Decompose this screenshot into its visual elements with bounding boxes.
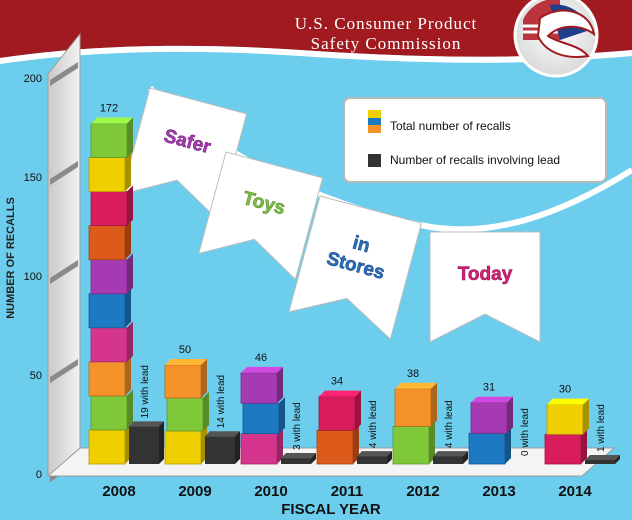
total-label-2008: 172 (100, 102, 118, 114)
flag-word: Toys (240, 188, 287, 219)
lead-label-2009: 14 with lead (216, 375, 227, 428)
cpsc-seal-logo (513, 0, 599, 78)
header-band (0, 0, 632, 58)
org-title-line2: Safety Commission (311, 34, 462, 53)
total-label-2014: 30 (559, 384, 571, 396)
bar-total-2010 (240, 366, 285, 465)
x-tick-label-2008: 2008 (102, 483, 135, 500)
flag-4: Today (429, 231, 541, 343)
y-tick-label: 50 (30, 370, 42, 382)
x-axis-title: FISCAL YEAR (281, 501, 381, 518)
data-labels: 172 19 with lead 50 14 with lead 46 3 with le… (100, 102, 607, 456)
bar-lead-2014 (585, 455, 620, 464)
lead-label-2008: 19 with lead (140, 365, 151, 418)
x-tick-label-2009: 2009 (178, 483, 211, 500)
header-edge (0, 45, 632, 64)
total-label-2012: 38 (407, 368, 419, 380)
bar-total-2013 (468, 396, 513, 465)
lead-label-2014: 1 with lead (596, 404, 607, 452)
total-label-2009: 50 (179, 344, 191, 356)
flag-2: Toys (198, 151, 324, 281)
bar-total-2012 (392, 382, 437, 465)
lead-label-2012: 4 with lead (444, 400, 455, 448)
total-label-2013: 31 (483, 382, 495, 394)
x-axis-ticks: 2008 2009 2010 2011 2012 2013 2014 (102, 483, 592, 500)
y-tick-label: 200 (24, 73, 42, 85)
bar-total-2014 (544, 398, 589, 465)
y-tick-label: 150 (24, 172, 42, 184)
y-tick: 50 (30, 359, 78, 383)
y-tick-label: 0 (36, 469, 42, 481)
lead-label-2011: 4 with lead (368, 400, 379, 448)
bar-total-2009 (164, 359, 209, 465)
y-tick-label: 100 (24, 271, 42, 283)
y-axis-wall (47, 32, 81, 478)
flag-word: in (350, 233, 372, 258)
y-tick: 150 (24, 161, 78, 185)
lead-label-2010: 3 with lead (292, 402, 303, 450)
bar-total-2008 (88, 117, 133, 465)
lead-label-2013: 0 with lead (520, 408, 531, 456)
total-label-2010: 46 (255, 352, 267, 364)
x-tick-label-2011: 2011 (331, 483, 364, 500)
legend-label-total: Total number of recalls (390, 119, 511, 133)
x-tick-label-2010: 2010 (254, 483, 287, 500)
bar-total-2011 (316, 390, 361, 465)
x-tick-label-2013: 2013 (482, 483, 515, 500)
legend-label-lead: Number of recalls involving lead (390, 153, 560, 167)
bar-lead-2012 (433, 451, 468, 464)
x-tick-label-2012: 2012 (406, 483, 439, 500)
x-tick-label-2014: 2014 (558, 483, 592, 500)
bar-lead-2008 (129, 421, 164, 464)
bars (88, 117, 620, 465)
bar-lead-2009 (205, 431, 240, 464)
bar-lead-2011 (357, 451, 392, 464)
flag-word: Today (458, 264, 513, 285)
legend-swatch-total (368, 110, 381, 133)
legend-swatch-lead (368, 154, 381, 167)
bar-lead-2010 (281, 453, 316, 464)
total-label-2011: 34 (331, 376, 343, 388)
legend: Total number of recalls Number of recall… (343, 97, 607, 183)
y-tick: 100 (24, 260, 78, 284)
y-tick: 200 (24, 62, 78, 86)
org-title-line1: U.S. Consumer Product (295, 14, 478, 33)
y-axis-ticks: 0 50 100 150 200 (24, 62, 78, 482)
y-axis-title: NUMBER OF RECALLS (5, 197, 17, 319)
